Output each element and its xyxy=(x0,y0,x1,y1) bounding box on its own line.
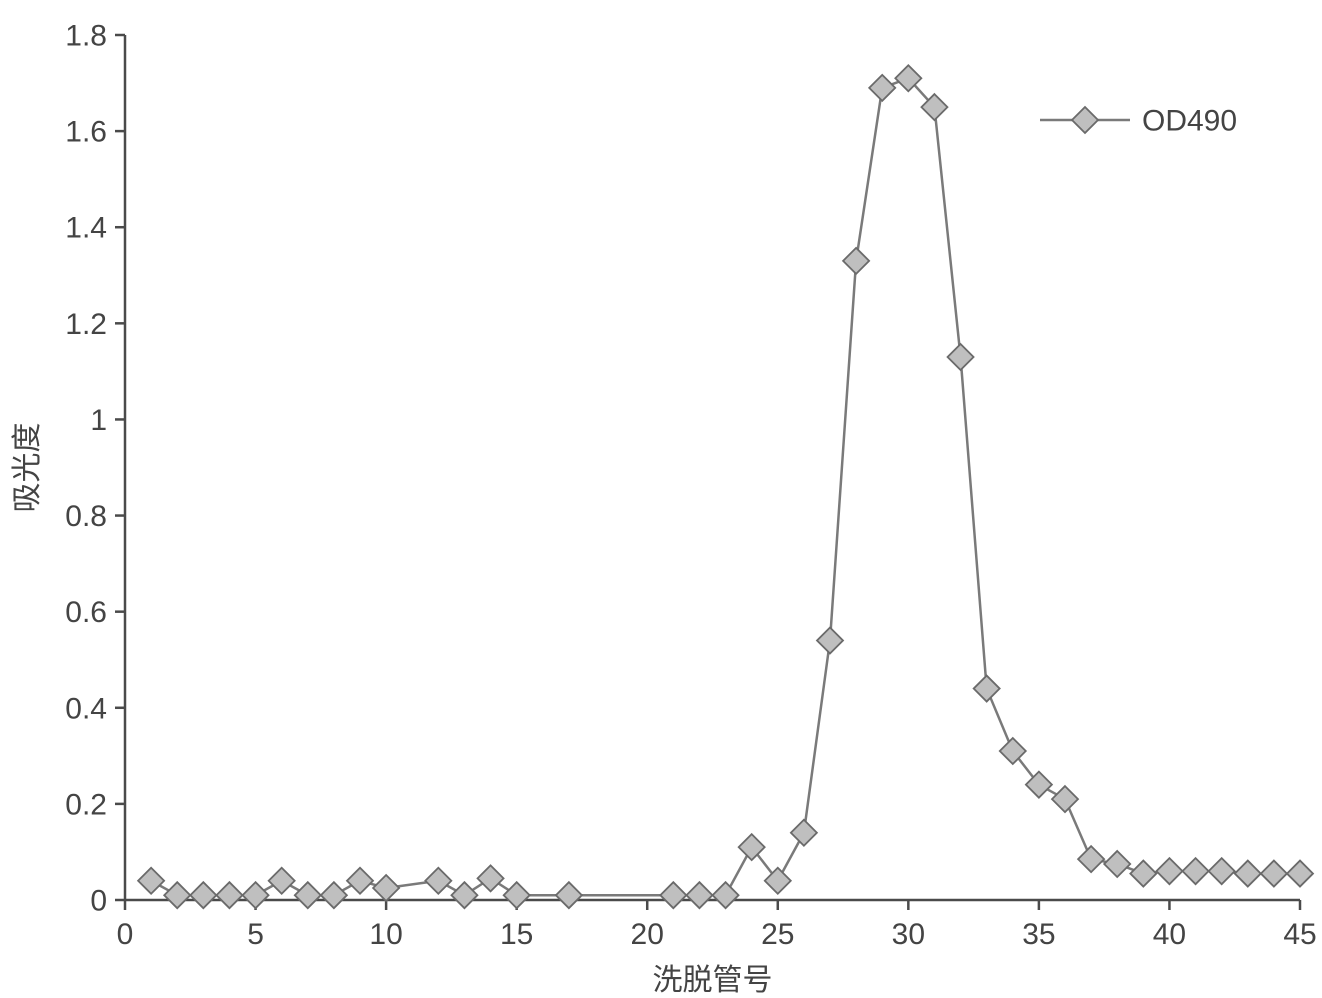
x-tick-label: 0 xyxy=(117,918,134,951)
chart-container: 0 5 10 15 20 25 30 35 40 45 0 0.2 0.4 0.6 0.8 1 1.2 1.4 1.… xyxy=(0,0,1322,998)
x-tick-label: 10 xyxy=(369,918,402,951)
y-tick-label: 1.8 xyxy=(65,20,107,53)
x-tick-label: 25 xyxy=(761,918,794,951)
x-axis-label: 洗脱管号 xyxy=(653,964,773,997)
legend-label: OD490 xyxy=(1142,105,1237,138)
x-tick-label: 30 xyxy=(892,918,925,951)
y-tick-label: 0.6 xyxy=(65,596,107,629)
x-tick-label: 45 xyxy=(1283,918,1316,951)
x-tick-label: 5 xyxy=(247,918,264,951)
y-tick-label: 1.6 xyxy=(65,116,107,149)
y-tick-label: 0.2 xyxy=(65,788,107,821)
x-tick-label: 40 xyxy=(1153,918,1186,951)
y-tick-label: 1.4 xyxy=(65,212,107,245)
chart-background xyxy=(0,0,1322,998)
x-tick-label: 35 xyxy=(1022,918,1055,951)
elution-od490-chart: 0 5 10 15 20 25 30 35 40 45 0 0.2 0.4 0.6 0.8 1 1.2 1.4 1.… xyxy=(0,0,1322,998)
x-tick-label: 15 xyxy=(500,918,533,951)
y-tick-label: 0.8 xyxy=(65,500,107,533)
x-tick-label: 20 xyxy=(631,918,664,951)
y-tick-label: 0 xyxy=(90,885,107,918)
y-tick-label: 1.2 xyxy=(65,308,107,341)
y-tick-label: 1 xyxy=(90,404,107,437)
y-axis-label: 吸光度 xyxy=(11,423,44,513)
y-tick-label: 0.4 xyxy=(65,692,107,725)
